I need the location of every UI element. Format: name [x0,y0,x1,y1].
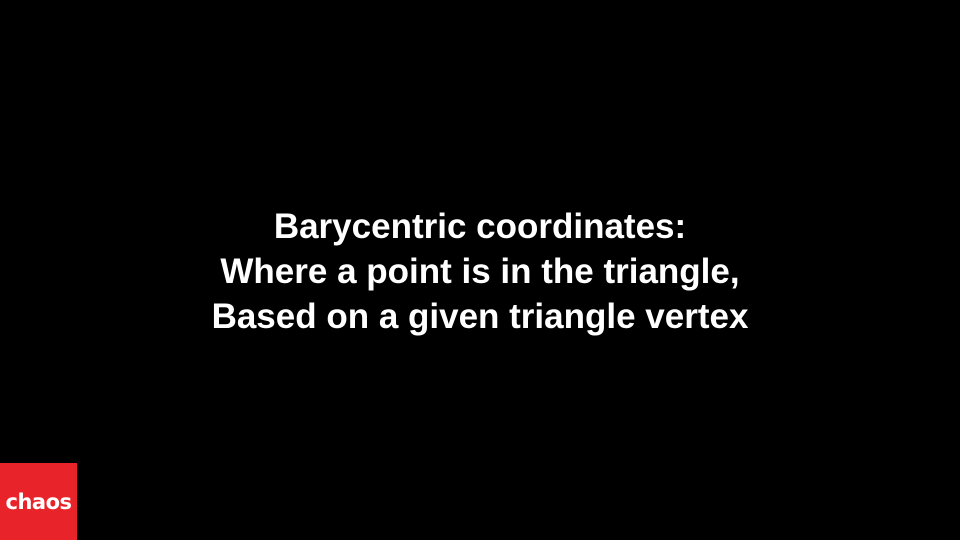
title-line-2: Where a point is in the triangle, [220,252,740,291]
chaos-logo: chaos [0,463,77,540]
title-line-1: Barycentric coordinates: [273,207,687,246]
logo-text: chaos [5,489,73,514]
slide-title: Barycentric coordinates: Where a point i… [0,204,960,339]
title-line-3: Based on a given triangle vertex [211,297,749,336]
